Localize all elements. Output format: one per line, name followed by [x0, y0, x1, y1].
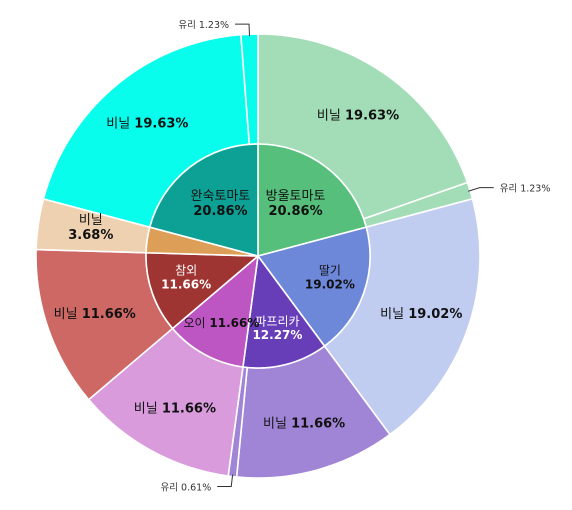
inner-label-오이-3: 오이 11.66%	[183, 316, 259, 330]
inner-label-방울토마토-0: 방울토마토 20.86%	[266, 189, 326, 219]
inner-slice-파프리카-2	[242, 253, 326, 369]
outer-label-비닐-3: 비닐 11.66%	[263, 416, 345, 431]
outer-label-비닐-7: 비닐 3.68%	[68, 213, 113, 243]
inner-slice-완숙토마토-6	[148, 143, 259, 258]
labels: 방울토마토 20.86% 딸기 19.02%파프리카 12.27%오이 11.66% 참외…	[54, 20, 551, 493]
inner-label-딸기-1: 딸기 19.02%	[305, 264, 355, 292]
inner-slice-참외-4	[145, 251, 261, 330]
inner-slice-딸기-1	[256, 226, 371, 348]
outer-label-비닐-0: 비닐 19.63%	[317, 108, 399, 123]
outer-label-유리-4: 유리 0.61%	[161, 482, 212, 493]
inner-ring	[145, 143, 371, 369]
outer-label-비닐-8: 비닐 19.63%	[106, 117, 188, 132]
outer-label-비닐-6: 비닐 11.66%	[54, 307, 136, 322]
callout-line-1	[468, 187, 494, 192]
callout-line-9	[235, 23, 251, 37]
inner-slice-방울토마토-0	[257, 143, 368, 258]
inner-label-파프리카-2: 파프리카 12.27%	[252, 314, 302, 342]
inner-label-참외-4: 참외 11.66%	[161, 264, 211, 292]
inner-slice-오이-3	[171, 254, 260, 368]
callout-line-4	[217, 474, 234, 487]
inner-label-완숙토마토-6: 완숙토마토 20.86%	[191, 189, 251, 219]
outer-label-비닐-2: 비닐 19.02%	[380, 307, 462, 322]
outer-label-비닐-5: 비닐 11.66%	[134, 401, 216, 416]
outer-label-유리-1: 유리 1.23%	[500, 184, 551, 195]
outer-label-유리-9: 유리 1.23%	[178, 20, 229, 31]
